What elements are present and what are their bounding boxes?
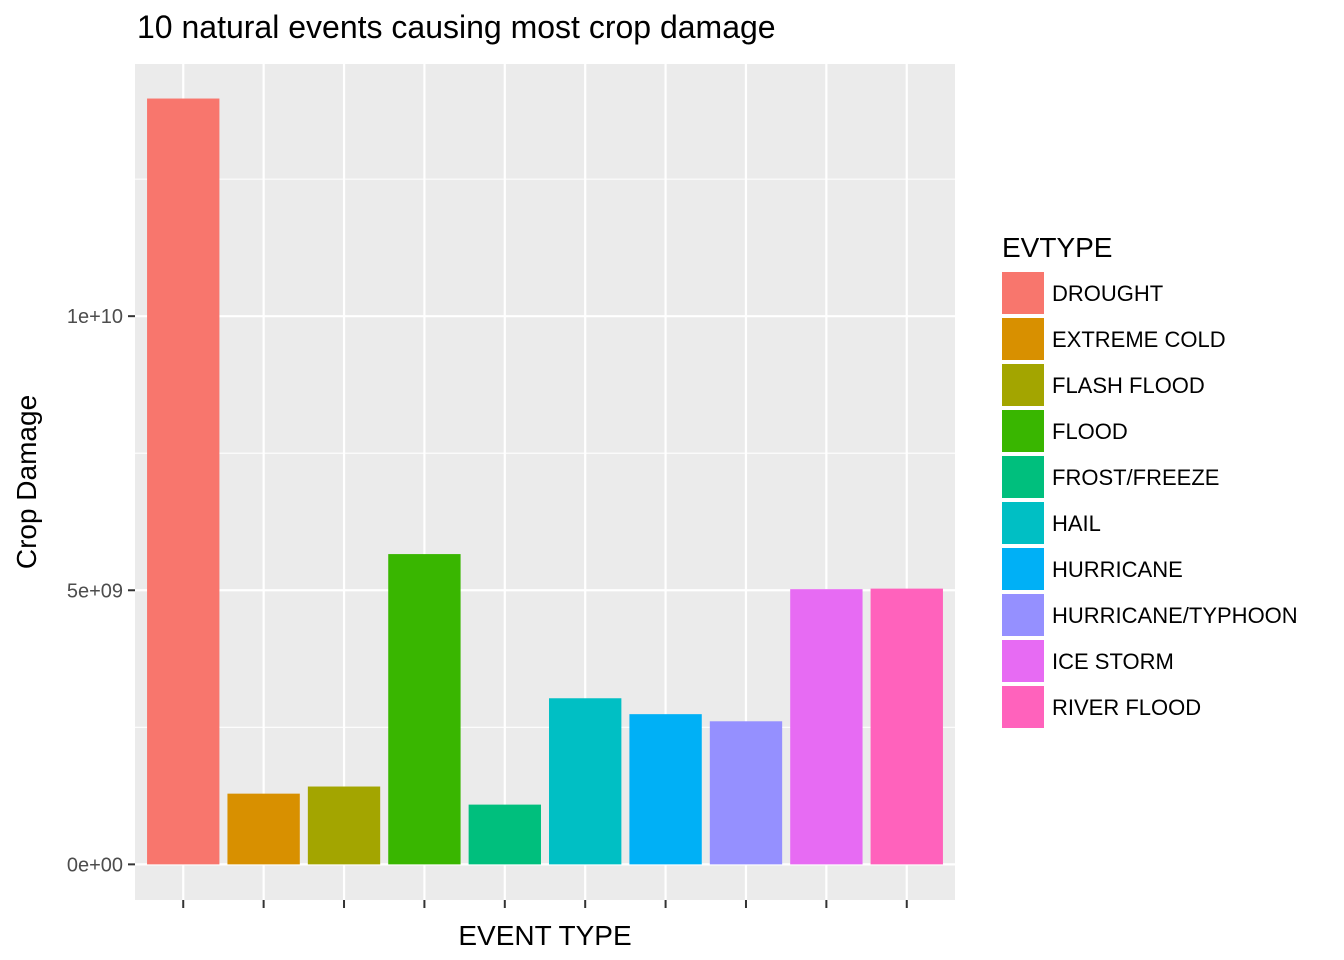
bars (147, 98, 943, 865)
legend-label: FLOOD (1052, 419, 1128, 444)
legend-label: DROUGHT (1052, 281, 1163, 306)
chart-title: 10 natural events causing most crop dama… (137, 9, 776, 45)
bar (549, 698, 622, 865)
legend-key (1002, 318, 1044, 360)
legend-label: FLASH FLOOD (1052, 373, 1205, 398)
legend-key (1002, 272, 1044, 314)
y-axis-title: Crop Damage (11, 395, 42, 569)
legend: EVTYPE DROUGHT EXTREME COLD FLASH FLOOD FLO… (1002, 232, 1298, 728)
legend-title: EVTYPE (1002, 232, 1112, 263)
bar (388, 554, 461, 865)
x-axis-title: EVENT TYPE (458, 920, 631, 951)
bar (307, 786, 381, 865)
legend-key (1002, 456, 1044, 498)
legend-label: EXTREME COLD (1052, 327, 1226, 352)
legend-key (1002, 502, 1044, 544)
legend-label: HAIL (1052, 511, 1101, 536)
legend-key (1002, 640, 1044, 682)
bar (629, 714, 702, 865)
legend-label: RIVER FLOOD (1052, 695, 1201, 720)
legend-label: FROST/FREEZE (1052, 465, 1219, 490)
y-tick-label: 1e+10 (67, 306, 123, 328)
legend-key (1002, 548, 1044, 590)
y-tick-label: 0e+00 (67, 854, 123, 876)
bar (709, 721, 783, 865)
legend-label: ICE STORM (1052, 649, 1174, 674)
bar (147, 98, 220, 865)
bar (790, 589, 863, 865)
legend-key (1002, 686, 1044, 728)
x-axis (182, 900, 908, 908)
legend-key (1002, 594, 1044, 636)
y-axis: 0e+00 5e+09 1e+10 (67, 306, 135, 876)
legend-label: HURRICANE (1052, 557, 1183, 582)
bar (468, 804, 541, 865)
legend-key (1002, 410, 1044, 452)
bar (227, 793, 300, 865)
legend-key (1002, 364, 1044, 406)
y-tick-label: 5e+09 (67, 580, 123, 602)
legend-label: HURRICANE/TYPHOON (1052, 603, 1298, 628)
bar (870, 588, 943, 865)
